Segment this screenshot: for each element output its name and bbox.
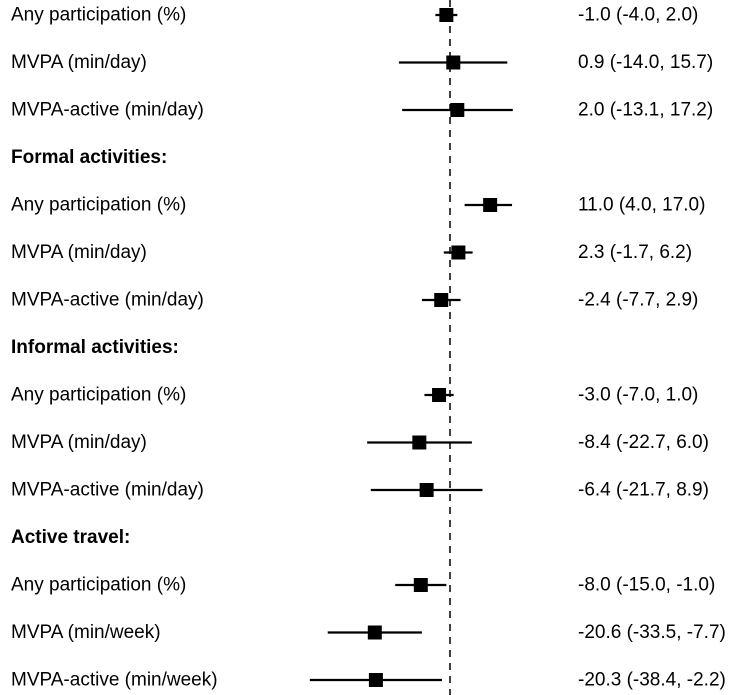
estimate-row: MVPA (min/day) 2.3 (-1.7, 6.2) [11,242,692,263]
row-label: Any participation (%) [11,195,186,216]
estimate-row: Any participation (%) 11.0 (4.0, 17.0) [11,195,705,216]
estimate-ci-text: 11.0 (4.0, 17.0) [578,195,705,216]
point-estimate-marker [439,8,454,22]
estimate-ci-text: 2.0 (-13.1, 17.2) [578,100,713,121]
row-label: Any participation (%) [11,5,186,26]
row-label: MVPA (min/week) [11,622,161,643]
point-estimate-marker [451,245,466,260]
estimate-row: MVPA-active (min/day) -2.4 (-7.7, 2.9) [11,290,698,311]
point-estimate-marker [367,625,382,640]
row-label: MVPA (min/day) [11,242,147,263]
forest-rows: Any participation (%) -1.0 (-4.0, 2.0) MVP… [11,5,726,691]
estimate-ci-text: -8.0 (-15.0, -1.0) [578,575,715,596]
estimate-row: MVPA-active (min/week) -20.3 (-38.4, -2.2… [11,670,726,691]
row-label: MVPA (min/day) [11,432,147,453]
section-header-row: Formal activities: [11,147,167,168]
section-header-row: Informal activities: [11,337,179,358]
row-label: MVPA-active (min/week) [11,670,218,691]
estimate-row: MVPA (min/day) -8.4 (-22.7, 6.0) [11,432,709,453]
estimate-row: MVPA-active (min/day) 2.0 (-13.1, 17.2) [11,100,713,121]
estimate-row: MVPA (min/week) -20.6 (-33.5, -7.7) [11,622,726,643]
point-estimate-marker [483,198,498,212]
row-label: Any participation (%) [11,575,186,596]
estimate-row: Any participation (%) -8.0 (-15.0, -1.0) [11,575,715,596]
estimate-ci-text: -20.3 (-38.4, -2.2) [578,670,726,691]
estimate-row: Any participation (%) -3.0 (-7.0, 1.0) [11,385,698,406]
point-estimate-marker [368,673,383,687]
row-label: Any participation (%) [11,385,186,406]
estimate-ci-text: -8.4 (-22.7, 6.0) [578,432,709,453]
estimate-row: MVPA (min/day) 0.9 (-14.0, 15.7) [11,52,713,73]
row-label: MVPA (min/day) [11,52,147,73]
estimate-ci-text: -3.0 (-7.0, 1.0) [578,385,698,406]
estimate-ci-text: -2.4 (-7.7, 2.9) [578,290,698,311]
point-estimate-marker [446,55,461,70]
section-header-row: Active travel: [11,527,130,548]
section-header-label: Formal activities: [11,147,167,168]
section-header-label: Active travel: [11,527,130,548]
point-estimate-marker [412,435,427,450]
point-estimate-marker [450,103,465,117]
estimate-ci-text: 0.9 (-14.0, 15.7) [578,52,713,73]
row-label: MVPA-active (min/day) [11,480,204,501]
estimate-ci-text: -1.0 (-4.0, 2.0) [578,5,698,26]
estimate-ci-text: -6.4 (-21.7, 8.9) [578,480,709,501]
section-header-label: Informal activities: [11,337,179,358]
estimate-row: MVPA-active (min/day) -6.4 (-21.7, 8.9) [11,480,709,501]
point-estimate-marker [432,388,447,402]
estimate-ci-text: -20.6 (-33.5, -7.7) [578,622,726,643]
row-label: MVPA-active (min/day) [11,290,204,311]
estimate-ci-text: 2.3 (-1.7, 6.2) [578,242,692,263]
estimate-row: Any participation (%) -1.0 (-4.0, 2.0) [11,5,698,26]
row-label: MVPA-active (min/day) [11,100,204,121]
point-estimate-marker [419,483,434,497]
point-estimate-marker [413,578,428,592]
point-estimate-marker [434,293,449,307]
